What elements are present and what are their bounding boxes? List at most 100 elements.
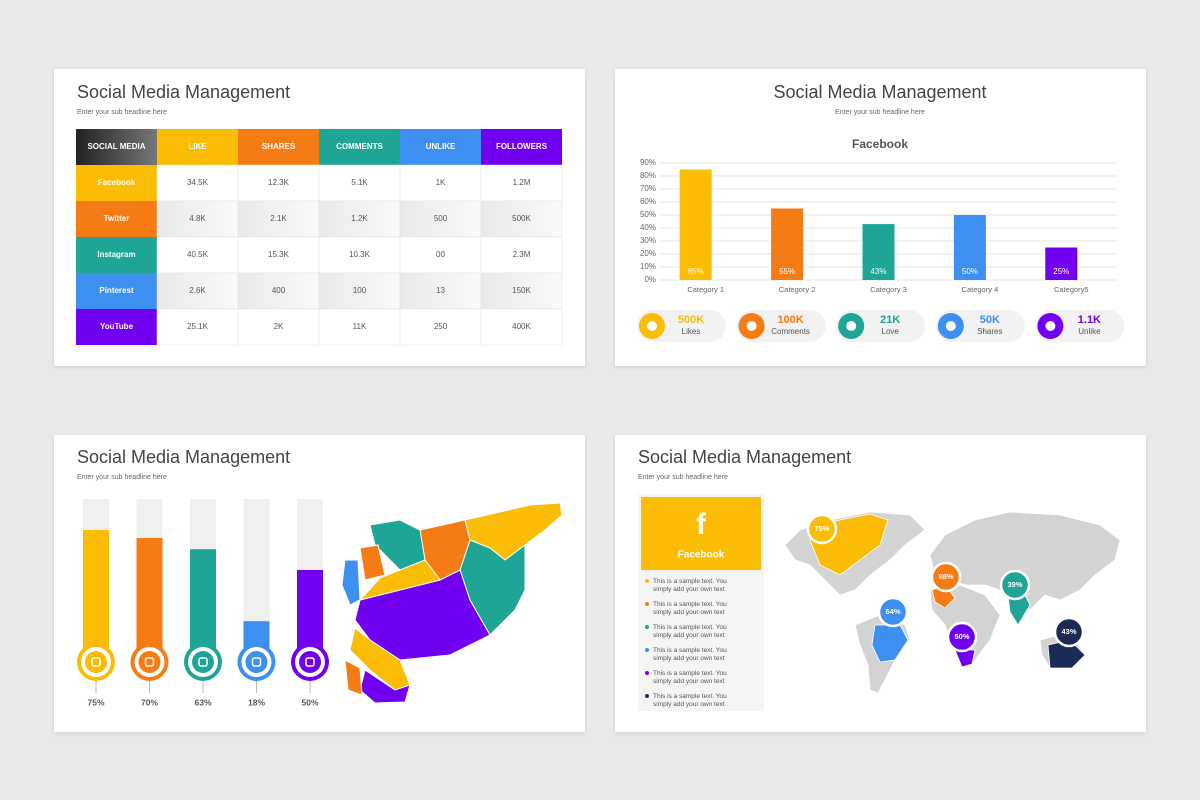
- cell-text: 15.3K: [268, 250, 290, 259]
- pin-label: 50%: [954, 632, 969, 641]
- cell-text: 250: [434, 322, 448, 331]
- row-header: Twitter: [104, 214, 130, 223]
- bullet: [645, 602, 649, 606]
- stat-glyph: [746, 321, 757, 331]
- value-label: 63%: [194, 697, 211, 707]
- table-cell: [480, 200, 563, 238]
- card-item: This is a sample text. You simply add you…: [653, 670, 727, 685]
- cell-text: 150K: [512, 286, 531, 295]
- cell-text: 1K: [436, 178, 446, 187]
- cell-text: 500: [434, 214, 448, 223]
- row-header: Facebook: [98, 178, 136, 187]
- stat-glyph: [846, 321, 857, 331]
- table-cell: [480, 164, 563, 202]
- cell-text: 25.1K: [187, 322, 209, 331]
- progress-bar: [190, 549, 216, 650]
- row-header: Pinterest: [99, 286, 134, 295]
- card-item: This is a sample text. You simply add you…: [653, 578, 727, 593]
- pin: [1053, 616, 1085, 648]
- table-cell: [480, 272, 563, 310]
- value-label: 70%: [141, 697, 158, 707]
- icon-core: [85, 651, 107, 673]
- cell-text: 00: [436, 250, 445, 259]
- icon-glyph: [198, 657, 208, 667]
- x-tick-label: Category 4: [962, 285, 999, 294]
- header-text: COMMENTS: [336, 142, 383, 151]
- bullet: [645, 579, 649, 583]
- stat-glyph: [647, 321, 657, 331]
- card-item: This is a sample text. You simply add you…: [653, 624, 727, 639]
- table-cell: [76, 237, 157, 273]
- pin: [930, 561, 962, 593]
- header-cell: [400, 129, 481, 165]
- stat-value: 1.1K: [1078, 314, 1101, 326]
- cell-text: 500K: [512, 214, 531, 223]
- stat-label: Love: [882, 327, 900, 336]
- x-tick-label: Category 1: [687, 285, 724, 294]
- stat-glyph: [945, 321, 956, 331]
- chart-title: Facebook: [852, 137, 908, 151]
- slide-title: Social Media Management: [77, 82, 290, 102]
- value-label: 18%: [248, 697, 265, 707]
- table-cell: [318, 164, 401, 202]
- facebook-icon: f: [696, 508, 707, 541]
- header-cell: [238, 129, 319, 165]
- cell-text: 40.5K: [187, 250, 209, 259]
- icon-glyph: [144, 657, 155, 667]
- cell-text: 10.3K: [349, 250, 371, 259]
- cell-text: 400K: [512, 322, 531, 331]
- header-text: FOLLOWERS: [496, 142, 548, 151]
- card-header: [641, 497, 761, 570]
- table-cell: [237, 200, 320, 238]
- y-tick-label: 0%: [644, 275, 656, 284]
- table-cell: [237, 236, 320, 274]
- cell-text: 400: [272, 286, 286, 295]
- value-label: 50%: [301, 697, 318, 707]
- card-item: This is a sample text. You simply add you…: [653, 693, 727, 708]
- card-title: Facebook: [678, 550, 725, 561]
- cell-text: 5.1K: [351, 178, 368, 187]
- cell-text: 2.3M: [513, 250, 531, 259]
- slide-subtitle: Enter your sub headline here: [638, 474, 728, 481]
- icon-core: [138, 651, 161, 673]
- header-text: LIKE: [188, 142, 207, 151]
- y-tick-label: 90%: [640, 158, 656, 167]
- table-cell: [318, 308, 401, 346]
- pin-label: 64%: [885, 607, 900, 616]
- cell-text: 34.5K: [187, 178, 209, 187]
- stat-value: 500K: [678, 314, 704, 326]
- progress-bar: [136, 538, 163, 650]
- stat-glyph: [1045, 321, 1056, 331]
- region-map: [341, 502, 563, 704]
- icon-core: [245, 651, 268, 673]
- table-cell: [399, 308, 482, 346]
- table-cell: [76, 201, 157, 237]
- cell-text: 2.1K: [270, 214, 287, 223]
- icon-glyph: [305, 657, 315, 667]
- bar: [862, 224, 895, 280]
- table-cell: [399, 200, 482, 238]
- cell-text: 4.8K: [189, 214, 206, 223]
- cell-text: 2.6K: [189, 286, 206, 295]
- table-cell: [76, 273, 157, 309]
- value-label: 55%: [779, 267, 795, 276]
- y-tick-label: 10%: [640, 262, 656, 271]
- bullet: [645, 694, 649, 698]
- stat-value: 100K: [777, 314, 803, 326]
- card-item: This is a sample text. You simply add you…: [653, 647, 727, 662]
- header-cell: [157, 129, 238, 165]
- cell-text: 2K: [274, 322, 284, 331]
- stat-value: 21K: [880, 314, 900, 326]
- cell-text: 12.3K: [268, 178, 290, 187]
- pin-label: 88%: [938, 572, 953, 581]
- progress-bar: [83, 530, 109, 650]
- x-tick-label: Category5: [1054, 285, 1089, 294]
- y-tick-label: 40%: [640, 223, 656, 232]
- header-cell: [76, 129, 157, 165]
- y-tick-label: 70%: [640, 184, 656, 193]
- value-label: 43%: [870, 267, 886, 276]
- table-cell: [156, 236, 239, 274]
- table-cell: [237, 308, 320, 346]
- table-cell: [76, 309, 157, 345]
